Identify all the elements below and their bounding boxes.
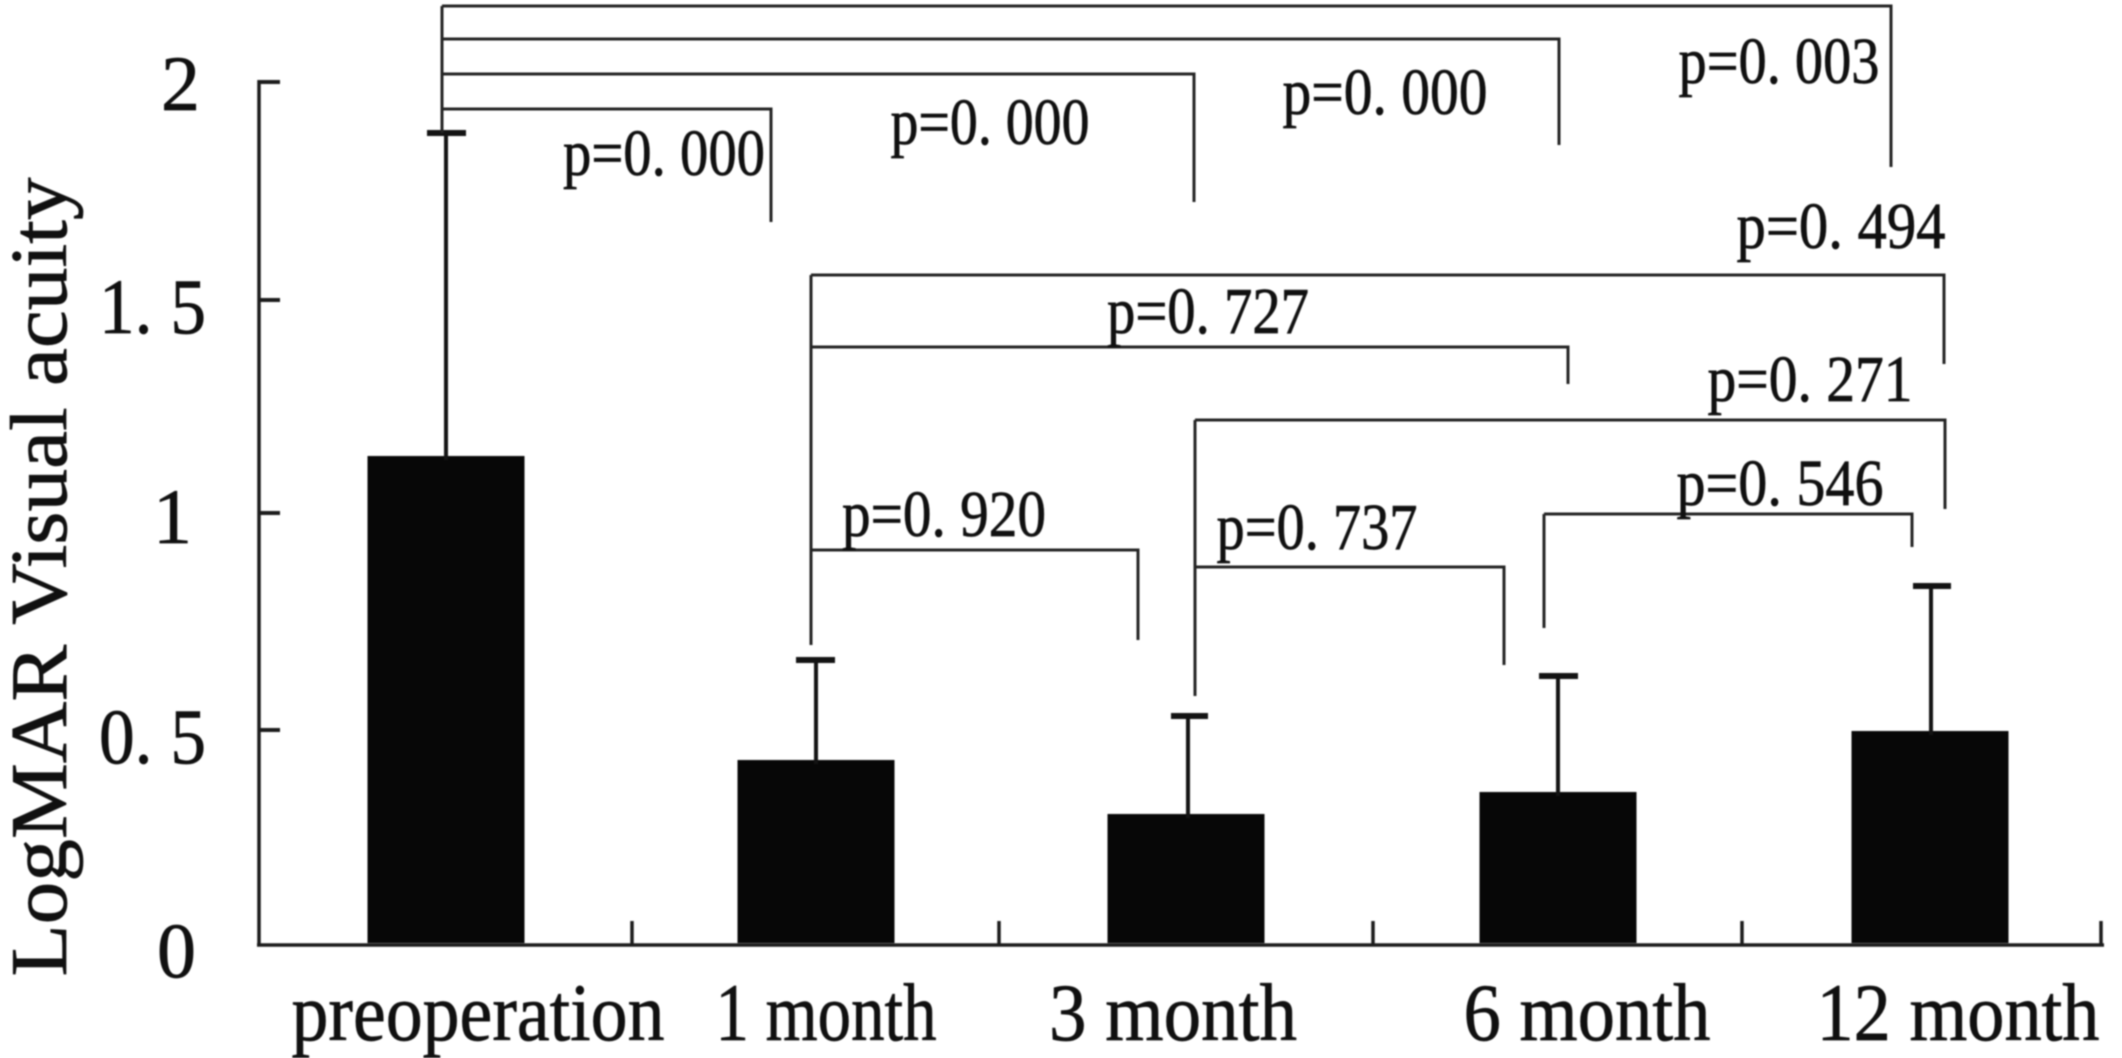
svg-text:p=0. 494: p=0. 494	[1737, 190, 1946, 263]
svg-text:p=0. 737: p=0. 737	[1217, 491, 1418, 564]
svg-text:p=0. 727: p=0. 727	[1107, 275, 1309, 348]
svg-text:LogMAR Visual acuity: LogMAR Visual acuity	[0, 178, 84, 977]
svg-text:0. 5: 0. 5	[99, 693, 206, 780]
svg-text:p=0. 920: p=0. 920	[842, 478, 1046, 551]
svg-text:p=0. 271: p=0. 271	[1708, 343, 1913, 416]
svg-text:1: 1	[153, 473, 192, 560]
svg-text:3 month: 3 month	[1049, 967, 1297, 1058]
svg-text:6 month: 6 month	[1464, 967, 1711, 1058]
svg-text:preoperation: preoperation	[292, 967, 665, 1058]
svg-text:p=0. 000: p=0. 000	[563, 117, 765, 190]
svg-text:p=0. 000: p=0. 000	[1283, 56, 1488, 129]
svg-text:p=0. 546: p=0. 546	[1677, 447, 1884, 520]
svg-text:p=0. 000: p=0. 000	[891, 86, 1090, 159]
svg-text:p=0. 003: p=0. 003	[1679, 25, 1880, 98]
svg-text:1 month: 1 month	[716, 967, 937, 1058]
svg-text:12 month: 12 month	[1817, 967, 2100, 1058]
svg-text:0: 0	[157, 907, 196, 994]
svg-text:2: 2	[161, 40, 200, 127]
svg-text:1. 5: 1. 5	[99, 263, 206, 350]
